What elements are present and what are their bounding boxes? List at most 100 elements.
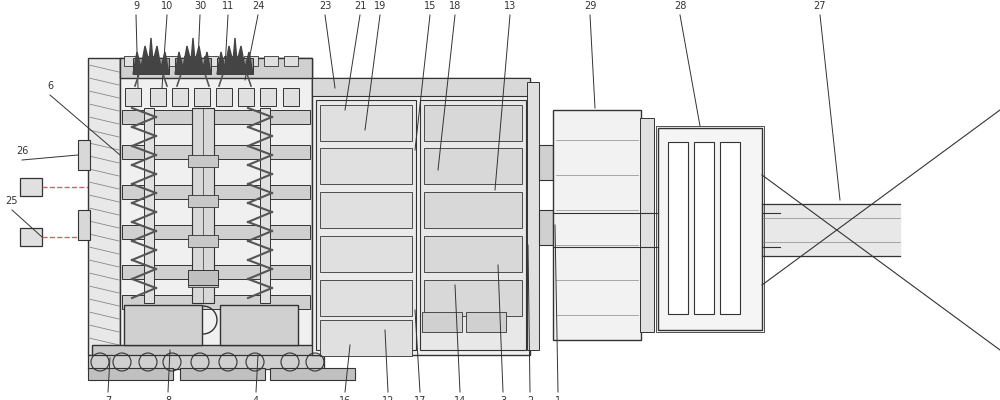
Bar bbox=[658, 128, 762, 330]
Bar bbox=[78, 140, 90, 170]
Text: 2: 2 bbox=[527, 396, 533, 400]
Bar bbox=[120, 58, 312, 355]
Bar bbox=[283, 88, 299, 106]
Bar bbox=[217, 58, 253, 74]
Bar bbox=[188, 275, 218, 287]
Bar bbox=[539, 145, 553, 180]
Bar bbox=[656, 126, 764, 332]
Bar bbox=[144, 108, 154, 303]
Bar bbox=[122, 265, 310, 279]
Bar bbox=[420, 100, 526, 350]
Bar bbox=[539, 210, 553, 245]
Bar bbox=[424, 280, 522, 316]
Bar bbox=[320, 192, 412, 228]
Bar bbox=[128, 309, 196, 337]
Bar bbox=[720, 142, 740, 314]
Text: 17: 17 bbox=[414, 396, 426, 400]
Bar bbox=[180, 368, 265, 380]
Bar bbox=[224, 56, 238, 66]
Bar bbox=[320, 105, 412, 141]
Text: 13: 13 bbox=[504, 1, 516, 11]
Bar bbox=[122, 225, 310, 239]
Bar bbox=[188, 235, 218, 247]
Text: 16: 16 bbox=[339, 396, 351, 400]
Bar bbox=[184, 56, 198, 66]
Bar bbox=[238, 312, 274, 330]
Text: 4: 4 bbox=[253, 396, 259, 400]
Bar bbox=[466, 312, 506, 332]
Text: 19: 19 bbox=[374, 1, 386, 11]
Text: 6: 6 bbox=[47, 81, 53, 91]
Bar bbox=[188, 155, 218, 167]
Bar bbox=[640, 118, 654, 332]
Bar bbox=[125, 88, 141, 106]
Bar bbox=[20, 228, 42, 246]
Bar bbox=[424, 105, 522, 141]
Bar bbox=[422, 312, 462, 332]
Bar bbox=[424, 148, 522, 184]
Bar bbox=[244, 56, 258, 66]
Bar bbox=[668, 142, 688, 314]
Bar bbox=[270, 368, 355, 380]
Bar bbox=[164, 56, 178, 66]
Bar bbox=[312, 78, 530, 96]
Bar bbox=[320, 148, 412, 184]
Text: 23: 23 bbox=[319, 1, 331, 11]
Text: 30: 30 bbox=[194, 1, 206, 11]
Text: 24: 24 bbox=[252, 1, 264, 11]
Bar bbox=[175, 58, 211, 74]
Text: 26: 26 bbox=[16, 146, 28, 156]
Bar bbox=[320, 280, 412, 316]
Bar bbox=[204, 56, 218, 66]
Bar bbox=[424, 236, 522, 272]
Bar bbox=[144, 56, 158, 66]
Text: 3: 3 bbox=[500, 396, 506, 400]
Text: 7: 7 bbox=[105, 396, 111, 400]
Bar bbox=[238, 88, 254, 106]
Bar bbox=[188, 270, 218, 285]
Text: 28: 28 bbox=[674, 1, 686, 11]
Bar bbox=[694, 142, 714, 314]
Bar bbox=[284, 56, 298, 66]
Text: 27: 27 bbox=[814, 1, 826, 11]
Bar bbox=[260, 108, 270, 303]
Text: 12: 12 bbox=[382, 396, 394, 400]
Bar bbox=[78, 210, 90, 240]
Text: 14: 14 bbox=[454, 396, 466, 400]
Text: 18: 18 bbox=[449, 1, 461, 11]
Bar bbox=[220, 305, 298, 345]
Bar bbox=[92, 345, 320, 363]
Bar bbox=[124, 305, 202, 345]
Bar bbox=[122, 110, 310, 124]
Bar bbox=[20, 178, 42, 196]
Text: 9: 9 bbox=[133, 1, 139, 11]
Text: 8: 8 bbox=[165, 396, 171, 400]
Bar bbox=[88, 355, 324, 369]
Bar bbox=[553, 110, 641, 340]
Text: 10: 10 bbox=[161, 1, 173, 11]
Bar bbox=[320, 236, 412, 272]
Bar bbox=[264, 56, 278, 66]
Polygon shape bbox=[133, 38, 169, 74]
Bar bbox=[194, 88, 210, 106]
Bar bbox=[260, 88, 276, 106]
Bar bbox=[320, 320, 412, 356]
Bar bbox=[122, 145, 310, 159]
Text: 25: 25 bbox=[6, 196, 18, 206]
Bar bbox=[188, 195, 218, 207]
Bar bbox=[312, 78, 530, 355]
Bar bbox=[527, 82, 539, 350]
Bar bbox=[172, 88, 188, 106]
Text: 29: 29 bbox=[584, 1, 596, 11]
Bar bbox=[316, 100, 416, 350]
Bar bbox=[142, 312, 178, 330]
Bar bbox=[224, 309, 292, 337]
Polygon shape bbox=[175, 38, 211, 74]
Text: 21: 21 bbox=[354, 1, 366, 11]
Polygon shape bbox=[217, 38, 253, 74]
Bar bbox=[120, 58, 312, 78]
Bar bbox=[424, 192, 522, 228]
Bar bbox=[150, 88, 166, 106]
Text: 15: 15 bbox=[424, 1, 436, 11]
Text: 1: 1 bbox=[555, 396, 561, 400]
